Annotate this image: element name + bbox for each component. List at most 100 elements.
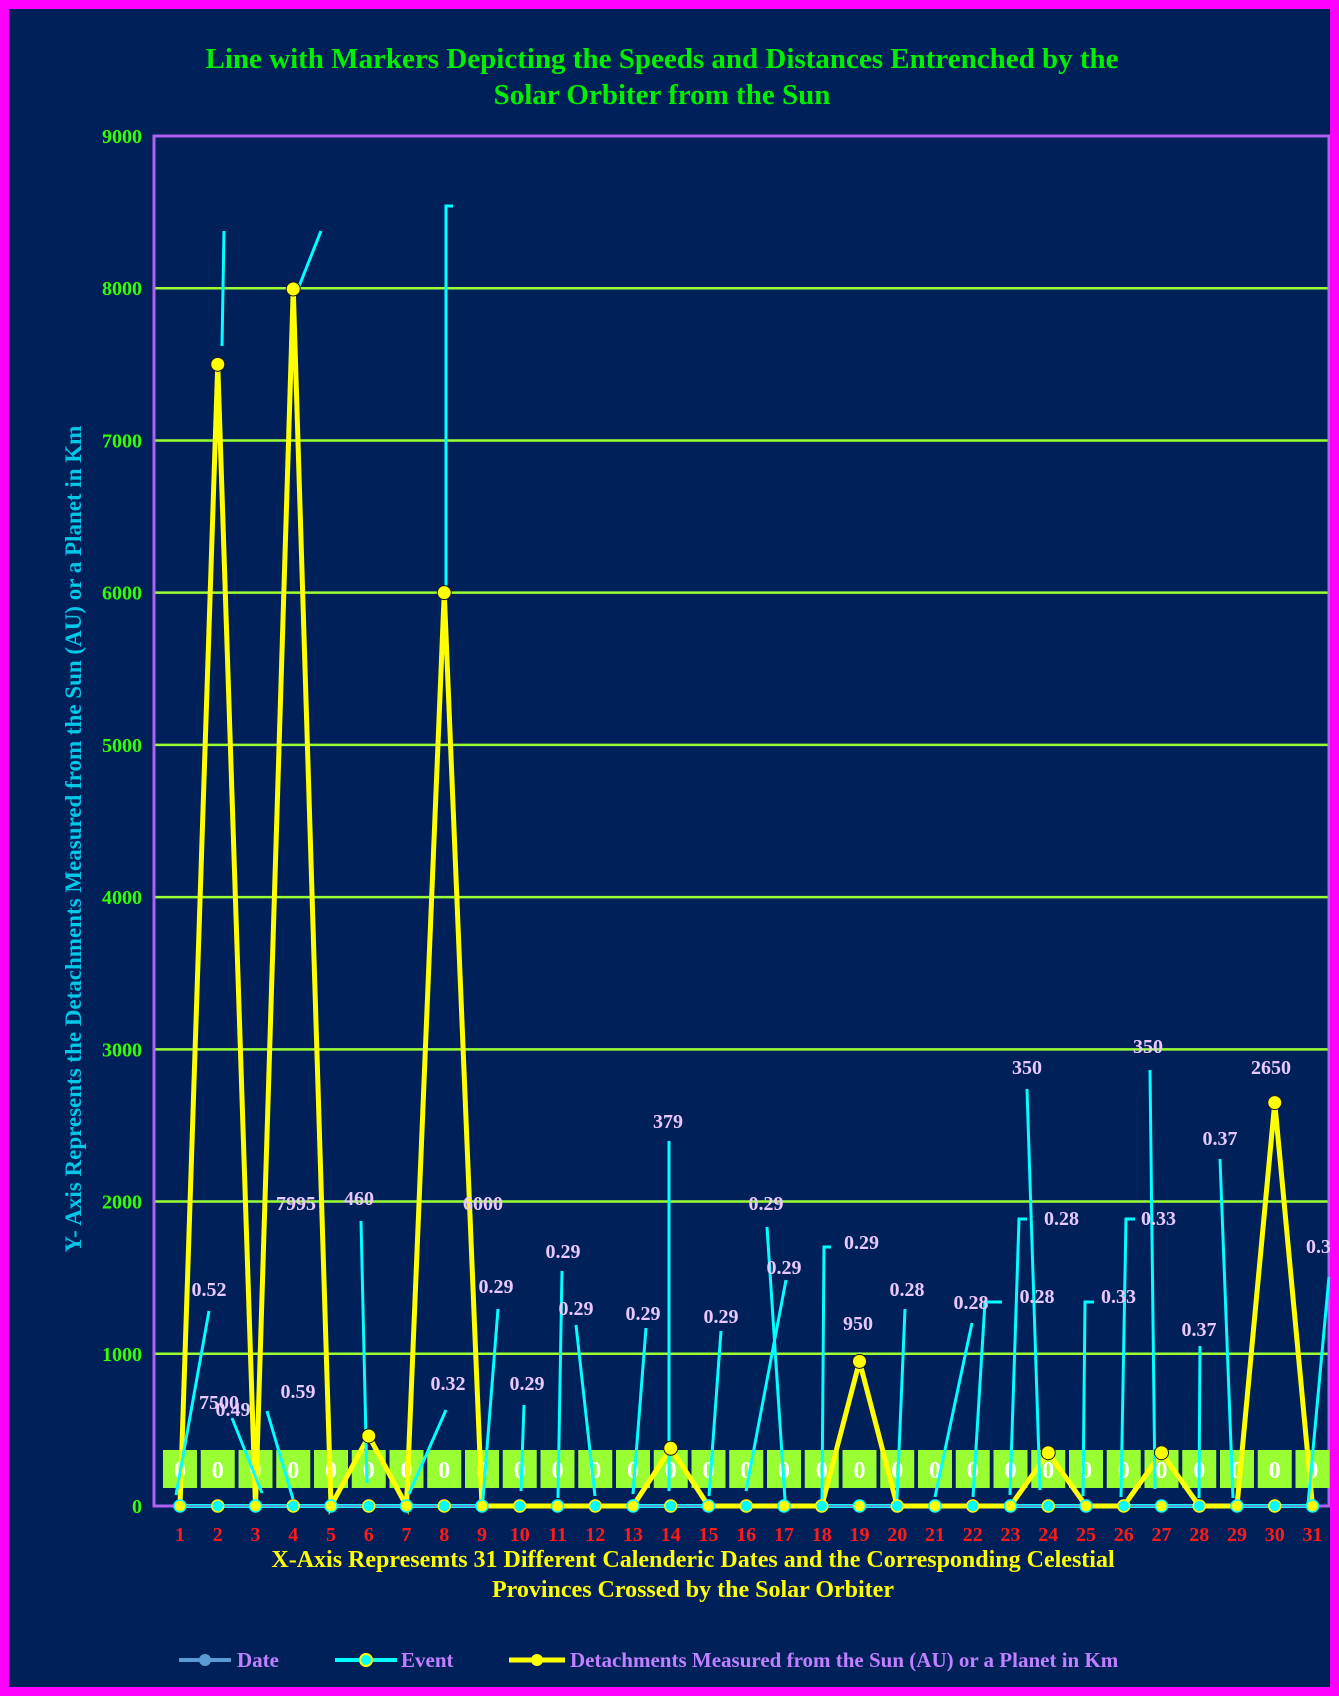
- point-marker: [626, 1499, 640, 1513]
- point-marker: [664, 1499, 678, 1513]
- data-label: 350: [1133, 1036, 1163, 1058]
- x-tick-label: 5: [326, 1524, 336, 1546]
- x-tick-label: 25: [1076, 1524, 1096, 1546]
- data-label: 0.28: [1020, 1286, 1055, 1308]
- point-marker: [928, 1499, 942, 1513]
- y-tick-label: 2000: [102, 1192, 142, 1214]
- detachment-marker: [663, 1440, 679, 1456]
- point-marker: [1192, 1499, 1206, 1513]
- point-marker: [966, 1499, 980, 1513]
- data-label: 0.52: [192, 1279, 227, 1301]
- y-tick-label: 1000: [102, 1344, 142, 1366]
- zero-label-box: [842, 1450, 877, 1488]
- point-marker: [362, 1499, 376, 1513]
- legend-item-date: Date: [179, 1648, 279, 1672]
- x-tick-label: 20: [887, 1524, 907, 1546]
- point-marker: [1079, 1499, 1093, 1513]
- y-tick-label: 7000: [102, 430, 142, 452]
- leader-line: [765, 1226, 787, 1501]
- leader-line: [895, 1308, 907, 1500]
- leader-line: [407, 1409, 448, 1495]
- x-tick-label: 1: [175, 1524, 185, 1546]
- y-axis-label: Y- Axis Represents the Detachments Measu…: [61, 426, 86, 1253]
- gridlines: [154, 286, 1329, 1356]
- point-marker: [211, 1499, 225, 1513]
- data-label: 0.29: [844, 1232, 879, 1254]
- data-label: 0.37: [1306, 1236, 1330, 1258]
- data-label: 0.59: [281, 1381, 316, 1403]
- data-label: 0.29: [704, 1306, 739, 1328]
- point-marker: [1041, 1499, 1055, 1513]
- x-tick-label: 14: [661, 1524, 681, 1546]
- zero-label-box: [1069, 1450, 1103, 1488]
- x-tick-label: 18: [812, 1524, 832, 1546]
- detachment-marker: [1154, 1445, 1169, 1461]
- legend-detachments-label: Detachments Measured from the Sun (AU) o…: [570, 1648, 1119, 1672]
- point-marker: [890, 1499, 904, 1513]
- chart-frame: Line with Markers Depicting the Speeds a…: [9, 9, 1330, 1687]
- data-label: 350: [1012, 1057, 1042, 1079]
- x-tick-label: 7: [402, 1524, 412, 1546]
- data-label: 0.28: [954, 1292, 989, 1314]
- y-tick-label: 9000: [102, 126, 142, 148]
- leader-line: [294, 230, 323, 295]
- leader-line: [481, 1308, 500, 1500]
- data-label: 379: [653, 1111, 683, 1133]
- x-tick-label: 16: [736, 1524, 756, 1546]
- zero-label-box: [578, 1450, 613, 1488]
- leader-line: [574, 1324, 597, 1497]
- leader-line: [820, 1245, 831, 1501]
- data-label: 950: [843, 1313, 873, 1335]
- y-tick-label: 5000: [102, 735, 142, 757]
- point-marker: [286, 1499, 300, 1513]
- x-axis-label-line1: X-Axis Represemts 31 Different Calenderi…: [271, 1547, 1115, 1573]
- x-tick-label: 27: [1152, 1524, 1172, 1546]
- data-label: 0.29: [546, 1241, 581, 1263]
- point-marker: [173, 1499, 187, 1513]
- data-label: 7500: [199, 1392, 239, 1414]
- y-tick-label: 3000: [102, 1039, 142, 1061]
- leader-line: [265, 1410, 295, 1500]
- data-label: 0.29: [559, 1298, 594, 1320]
- point-marker: [324, 1499, 338, 1513]
- x-tick-label: 3: [251, 1524, 261, 1546]
- detachment-marker: [1040, 1445, 1056, 1461]
- data-label: 0.49: [216, 1399, 251, 1421]
- leader-line: [1197, 1345, 1202, 1499]
- legend-date-marker-icon: [199, 1654, 211, 1666]
- zero-label-box: [1257, 1450, 1292, 1488]
- y-tick-label: 4000: [102, 887, 142, 909]
- point-marker: [399, 1499, 414, 1513]
- zero-data-label: 0: [854, 1458, 866, 1484]
- point-marker: [475, 1499, 489, 1513]
- chart: Line with Markers Depicting the Speeds a…: [61, 43, 1330, 1672]
- zero-data-label: 0: [438, 1458, 450, 1484]
- leader-line: [174, 1310, 211, 1496]
- data-label: 0.28: [1044, 1208, 1079, 1230]
- data-label: 0.33: [1141, 1208, 1176, 1230]
- zero-data-label: 0: [1042, 1458, 1054, 1484]
- point-marker: [1003, 1499, 1018, 1513]
- chart-title-line1: Line with Markers Depicting the Speeds a…: [206, 43, 1119, 75]
- series-markers: [173, 281, 1320, 1513]
- zero-data-label: 0: [514, 1458, 526, 1484]
- leader-line: [971, 1300, 1002, 1498]
- point-marker: [588, 1499, 602, 1513]
- x-tick-label: 4: [288, 1524, 298, 1546]
- data-label: 0.29: [749, 1193, 784, 1215]
- point-marker: [513, 1499, 527, 1513]
- leader-line: [444, 204, 453, 597]
- leader-line: [1081, 1300, 1094, 1497]
- data-label: 2650: [1251, 1057, 1291, 1079]
- x-tick-label: 6: [364, 1524, 374, 1546]
- x-tick-label: 30: [1265, 1524, 1285, 1546]
- point-marker: [437, 1499, 451, 1513]
- data-label: 0.28: [890, 1279, 925, 1301]
- x-tick-label: 10: [510, 1524, 530, 1546]
- leader-line: [230, 1417, 264, 1494]
- x-tick-label: 29: [1227, 1524, 1247, 1546]
- point-marker: [1117, 1499, 1131, 1513]
- zero-label-box: [691, 1450, 726, 1488]
- x-tick-label: 12: [585, 1524, 605, 1546]
- y-tick-label: 8000: [102, 278, 142, 300]
